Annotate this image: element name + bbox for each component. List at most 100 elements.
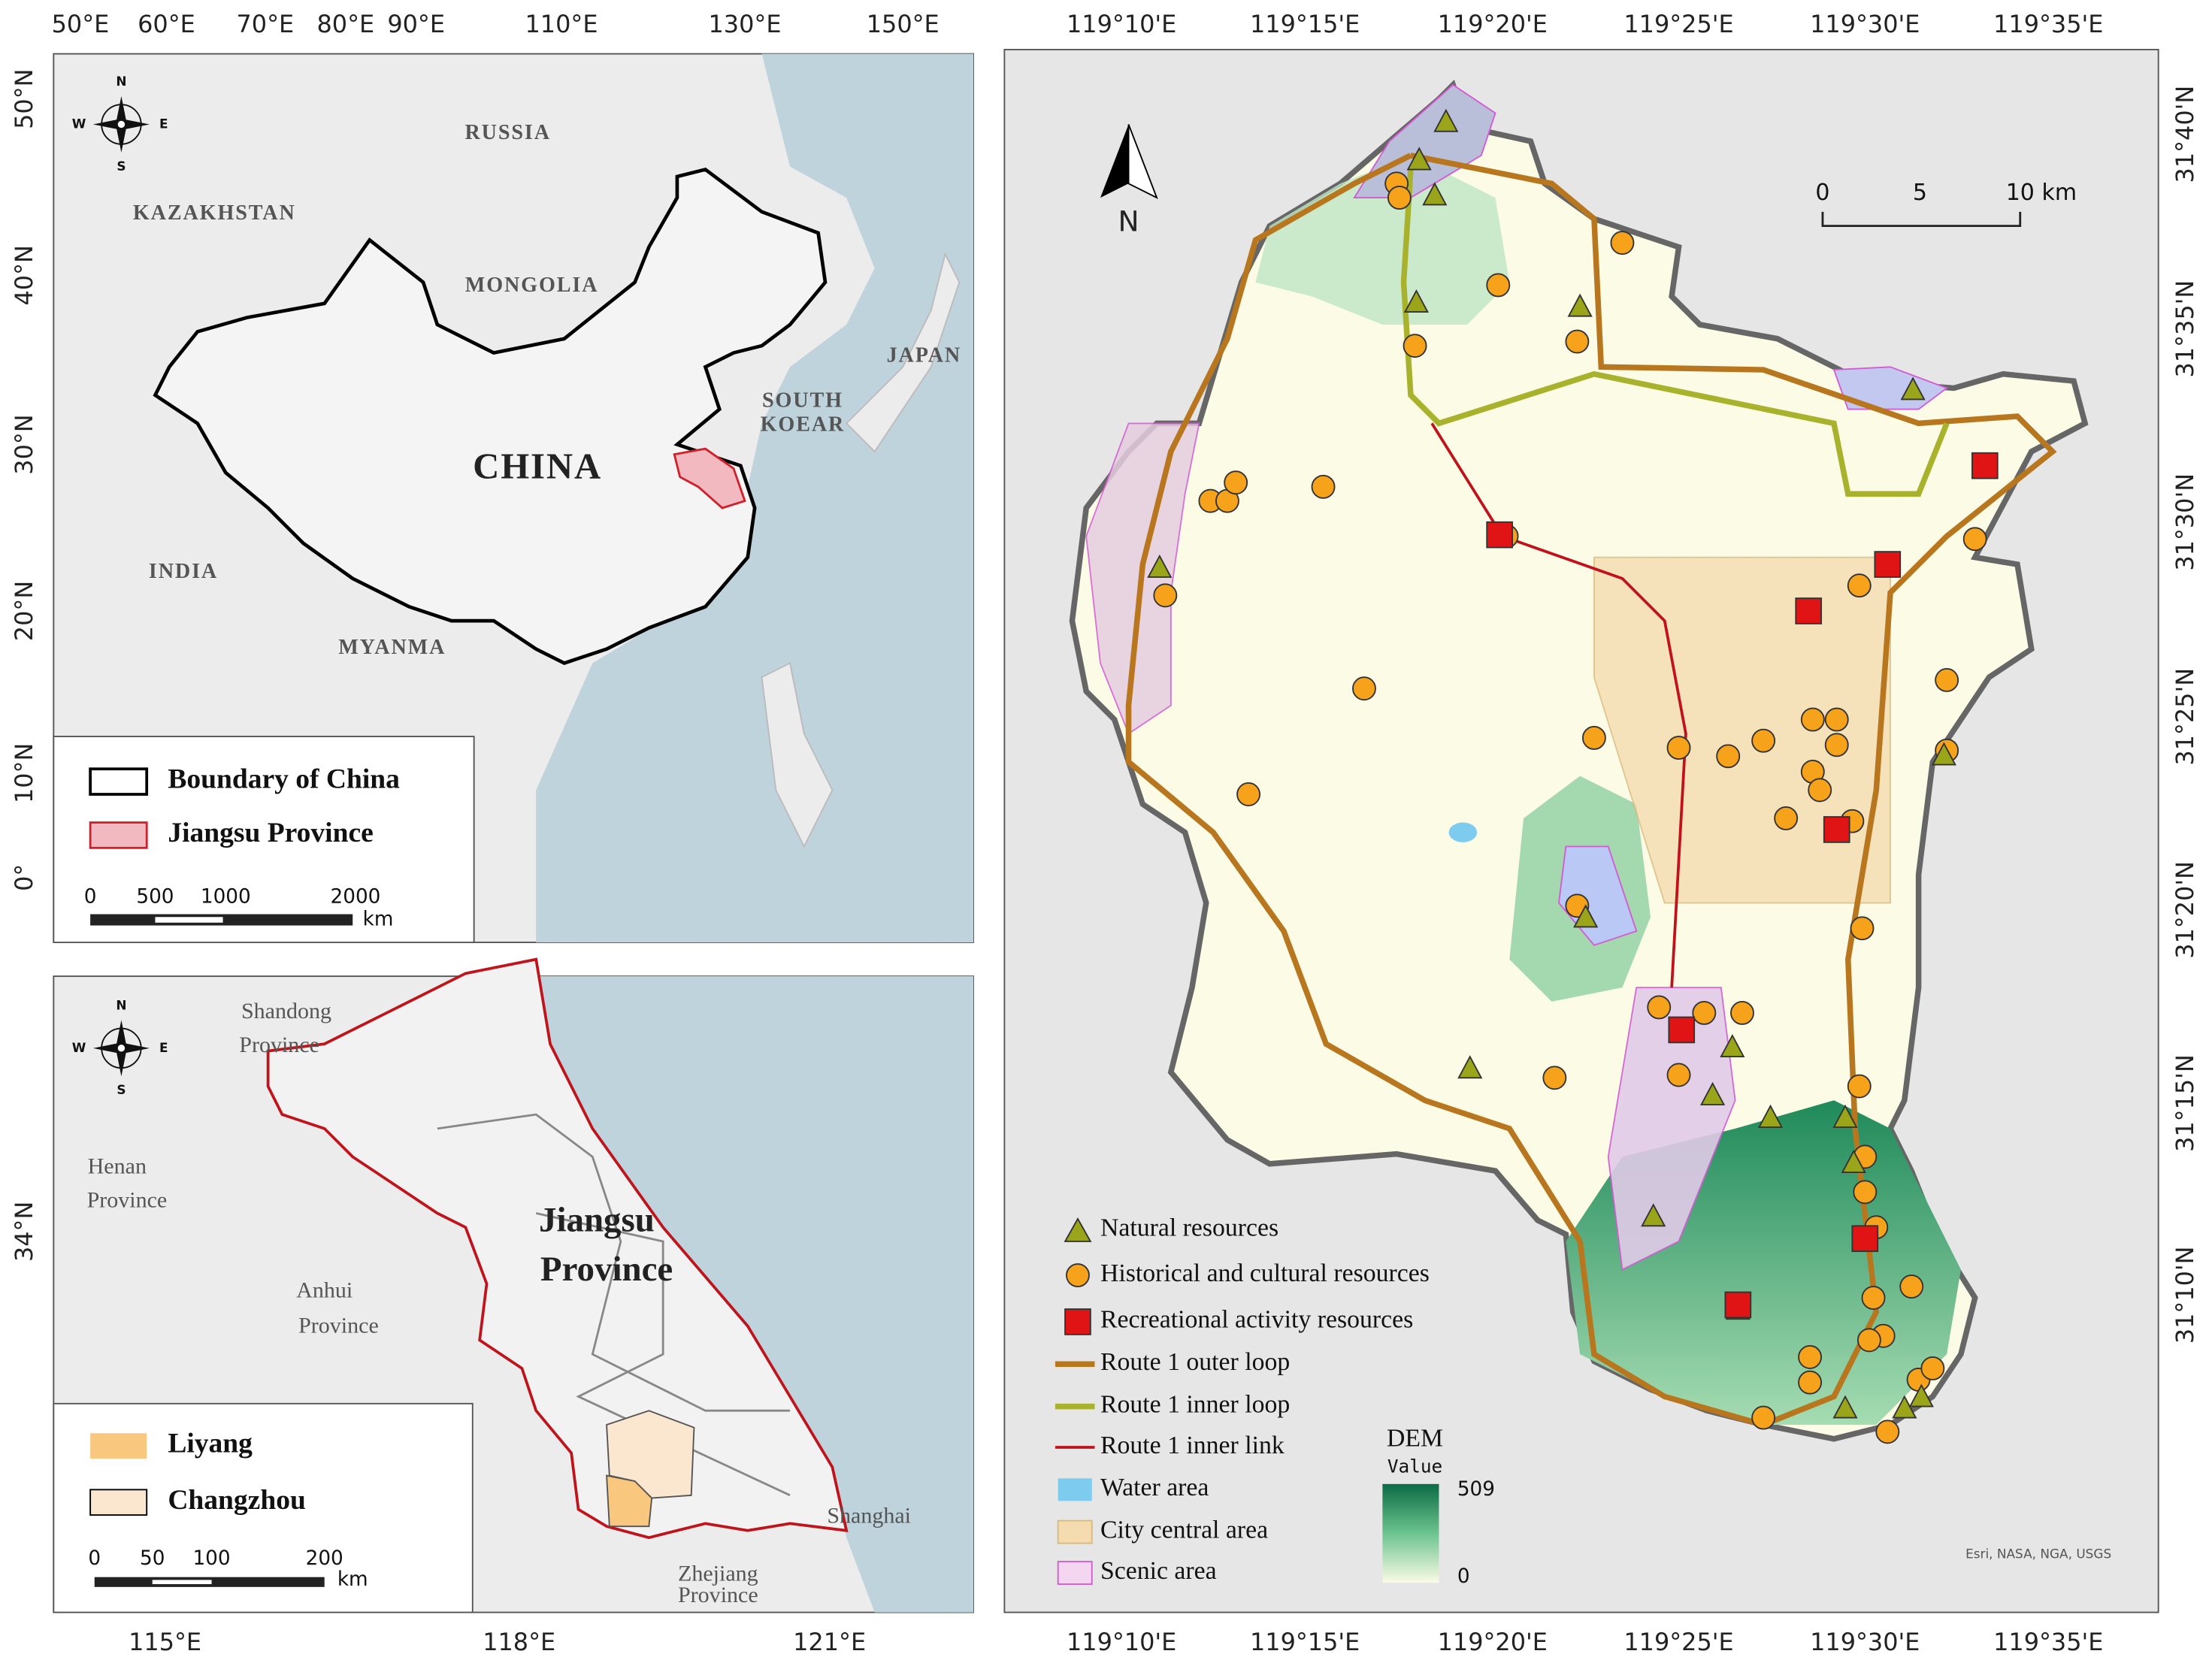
- historical-resource: [1730, 1000, 1754, 1025]
- scale-label: 2000: [331, 886, 381, 909]
- historical-resource: [1899, 1274, 1924, 1299]
- natural-resource: [1457, 1055, 1483, 1079]
- historical-resource: [1800, 707, 1825, 732]
- legend-symbol: [1057, 1561, 1093, 1586]
- longitude-label: 90°E: [387, 10, 445, 38]
- longitude-label: 119°10'E: [1067, 1628, 1176, 1656]
- recreational-resource: [1823, 816, 1850, 843]
- compass-label: E: [159, 1040, 168, 1055]
- philippines: [761, 662, 834, 848]
- longitude-label: 119°20'E: [1438, 1628, 1548, 1656]
- historical-resource: [1935, 668, 1959, 692]
- natural-resource: [1720, 1033, 1745, 1058]
- natural-resource: [1147, 554, 1173, 578]
- historical-resource: [1856, 1328, 1881, 1353]
- longitude-label: 70°E: [237, 10, 295, 38]
- scale-bar: [155, 917, 223, 923]
- place-label: MYANMA: [338, 636, 446, 659]
- prefecture-lines: [437, 1113, 791, 1412]
- longitude-label: 119°30'E: [1810, 1628, 1920, 1656]
- natural-resource: [1433, 108, 1459, 132]
- compass-label: W: [72, 116, 86, 131]
- compass-label: N: [116, 998, 126, 1013]
- scale-label: 1000: [201, 886, 251, 909]
- dem-max: 509: [1457, 1478, 1495, 1501]
- scale-label: 0: [84, 886, 97, 909]
- historical-resource: [1352, 676, 1376, 701]
- attribution: Esri, NASA, NGA, USGS: [1965, 1547, 2111, 1562]
- latitude-label: 31°40'N: [2171, 86, 2199, 183]
- legend-symbol: [1057, 1519, 1093, 1544]
- route-inner-loop: [1400, 169, 1950, 497]
- compass-label: S: [117, 159, 126, 174]
- historical-resource: [1581, 725, 1606, 750]
- longitude-label: 119°25'E: [1623, 1628, 1733, 1656]
- latitude-label: 31°25'N: [2171, 668, 2199, 766]
- latitude-label: 31°15'N: [2171, 1054, 2199, 1152]
- scenic-area: [1607, 987, 1736, 1271]
- historical-resource: [1774, 806, 1799, 830]
- longitude-label: 115°E: [129, 1628, 201, 1656]
- latitude-label: 20°N: [10, 581, 38, 641]
- place-label: MONGOLIA: [465, 274, 599, 297]
- longitude-label: 60°E: [138, 10, 195, 38]
- scale-bar: [152, 1580, 212, 1585]
- recreational-resource: [1851, 1225, 1879, 1253]
- place-label: JAPAN: [887, 344, 962, 367]
- legend-symbol: [1064, 1308, 1091, 1335]
- compass-label: E: [159, 116, 168, 131]
- longitude-label: 119°20'E: [1438, 10, 1548, 38]
- overview-map: [53, 53, 975, 944]
- mountains: [1255, 155, 1510, 325]
- legend-symbol: [1064, 1217, 1092, 1242]
- longitude-label: 119°30'E: [1810, 10, 1920, 38]
- historical-resource: [1666, 1063, 1691, 1087]
- legend-symbol: [1066, 1263, 1090, 1287]
- recreational-resource: [1874, 551, 1902, 578]
- place-label: SOUTH: [762, 389, 843, 413]
- historical-resource: [1861, 1286, 1886, 1311]
- legend-label: Route 1 inner link: [1100, 1432, 1285, 1459]
- legend-symbol: [89, 1489, 148, 1516]
- ocean: [536, 53, 974, 943]
- ocean: [536, 976, 974, 1613]
- legend-label: Water area: [1100, 1474, 1209, 1501]
- historical-resource: [1798, 1370, 1823, 1395]
- legend-label: Changzhou: [168, 1485, 305, 1516]
- place-label: KOEAR: [761, 413, 846, 437]
- longitude-label: 121°E: [793, 1628, 866, 1656]
- historical-resource: [1751, 728, 1776, 753]
- historical-resource: [1808, 778, 1832, 803]
- longitude-label: 50°E: [52, 10, 110, 38]
- place-label: Shanghai: [827, 1504, 911, 1528]
- place-label: CHINA: [473, 446, 602, 487]
- legend-label: Historical and cultural resources: [1100, 1259, 1430, 1287]
- historical-resource: [1542, 1066, 1567, 1090]
- place-label: Province: [298, 1313, 379, 1338]
- latitude-label: 0°: [10, 864, 38, 891]
- historical-resource: [1850, 916, 1875, 941]
- legend-symbol: [89, 767, 149, 796]
- compass-label: W: [72, 1040, 86, 1055]
- historical-resource: [1565, 329, 1590, 354]
- historical-resource: [1610, 231, 1635, 255]
- recreational-resource: [1795, 597, 1823, 624]
- route-inner-link: [1430, 422, 1687, 988]
- natural-resource: [1422, 182, 1448, 206]
- compass: [116, 1043, 126, 1054]
- place-label: Province: [678, 1583, 758, 1607]
- historical-resource: [1666, 736, 1691, 760]
- route-outer-loop: [1125, 153, 2057, 1428]
- dem-min: 0: [1457, 1565, 1470, 1588]
- latitude-label: 40°N: [10, 245, 38, 305]
- scale-bar: [1821, 211, 2022, 228]
- longitude-label: 119°15'E: [1250, 10, 1360, 38]
- place-label: RUSSIA: [464, 121, 550, 144]
- scale-label: 500: [136, 886, 174, 909]
- longitude-label: 110°E: [525, 10, 598, 38]
- longitude-label: 150°E: [867, 10, 940, 38]
- legend-symbol: [1058, 1478, 1092, 1501]
- japan: [845, 252, 961, 453]
- compass: [116, 119, 126, 130]
